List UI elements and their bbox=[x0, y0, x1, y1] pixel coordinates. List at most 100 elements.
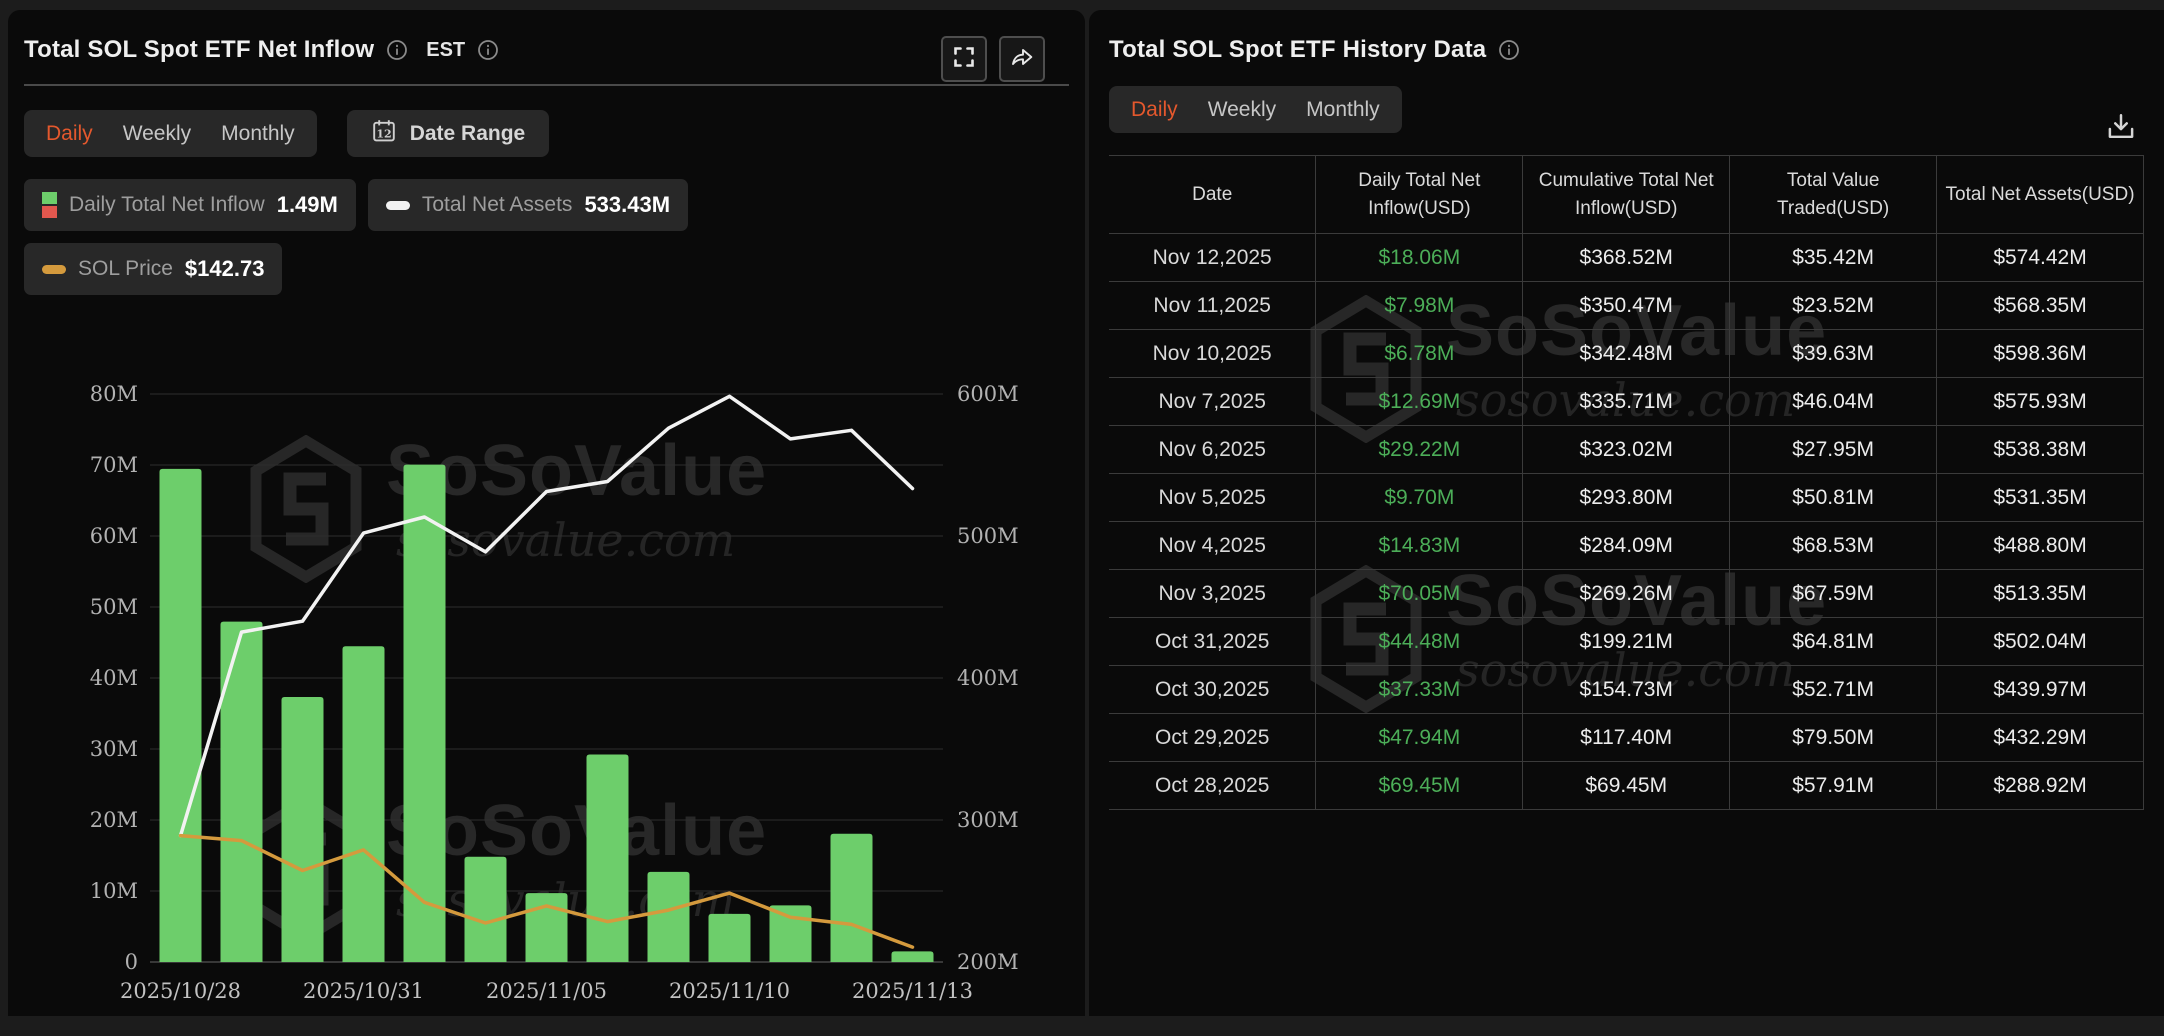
table-row[interactable]: Nov 10,2025 $6.78M $342.48M $39.63M $598.36M bbox=[1109, 329, 2144, 378]
cell-date: Nov 11,2025 bbox=[1109, 281, 1316, 330]
green-red-split-icon bbox=[42, 192, 57, 218]
page-title: Total SOL Spot ETF Net Inflow bbox=[24, 36, 375, 63]
history-data-panel: Total SOL Spot ETF History Data Daily Wee… bbox=[1089, 10, 2164, 1016]
table-row[interactable]: Nov 6,2025 $29.22M $323.02M $27.95M $538.38M bbox=[1109, 425, 2144, 474]
cell-date: Oct 28,2025 bbox=[1109, 761, 1316, 810]
left-axis-label: 80M bbox=[90, 382, 138, 406]
right-axis-label: 200M bbox=[957, 950, 1019, 974]
cell-value: $432.29M bbox=[1936, 713, 2144, 762]
tab-daily[interactable]: Daily bbox=[1131, 97, 1178, 121]
cell-value: $574.42M bbox=[1936, 233, 2144, 282]
inflow-bar[interactable] bbox=[159, 468, 202, 962]
inflow-bar[interactable] bbox=[464, 856, 507, 962]
cell-value: $47.94M bbox=[1315, 713, 1523, 762]
history-controls: Daily Weekly Monthly bbox=[1109, 86, 2144, 133]
cell-value: $342.48M bbox=[1522, 329, 1730, 378]
inflow-bar[interactable] bbox=[281, 696, 324, 962]
cell-date: Nov 4,2025 bbox=[1109, 521, 1316, 570]
inflow-bar[interactable] bbox=[220, 621, 263, 962]
legend-chip[interactable]: SOL Price $142.73 bbox=[24, 243, 283, 295]
right-axis-label: 600M bbox=[957, 382, 1019, 406]
tab-weekly[interactable]: Weekly bbox=[122, 121, 192, 145]
net-inflow-header: Total SOL Spot ETF Net Inflow EST bbox=[24, 10, 1069, 64]
cell-value: $12.69M bbox=[1315, 377, 1523, 426]
share-button[interactable] bbox=[999, 36, 1045, 82]
cell-value: $79.50M bbox=[1729, 713, 1937, 762]
inflow-bar[interactable] bbox=[769, 905, 812, 962]
cell-date: Oct 30,2025 bbox=[1109, 665, 1316, 714]
net-assets-line[interactable] bbox=[178, 394, 915, 838]
net-inflow-chart[interactable]: 0 10M 20M 30M 40M 50M 60M 70M 80M 200M 300M 400M 500… bbox=[8, 340, 1085, 1016]
tab-monthly[interactable]: Monthly bbox=[1306, 97, 1380, 121]
inflow-bar[interactable] bbox=[525, 893, 568, 962]
cell-value: $323.02M bbox=[1522, 425, 1730, 474]
x-axis-label: 2025/11/13 bbox=[852, 979, 973, 1003]
table-row[interactable]: Oct 28,2025 $69.45M $69.45M $57.91M $288.92M bbox=[1109, 761, 2144, 810]
cell-value: $52.71M bbox=[1729, 665, 1937, 714]
cell-value: $538.38M bbox=[1936, 425, 2144, 474]
left-axis-label: 30M bbox=[90, 737, 138, 761]
cell-value: $9.70M bbox=[1315, 473, 1523, 522]
cell-value: $27.95M bbox=[1729, 425, 1937, 474]
table-row[interactable]: Nov 3,2025 $70.05M $269.26M $67.59M $513.35M bbox=[1109, 569, 2144, 618]
cell-date: Oct 29,2025 bbox=[1109, 713, 1316, 762]
table-row[interactable]: Nov 4,2025 $14.83M $284.09M $68.53M $488.80M bbox=[1109, 521, 2144, 570]
column-header: Total Value Traded(USD) bbox=[1729, 155, 1937, 234]
date-range-button[interactable]: 12 Date Range bbox=[346, 110, 550, 157]
tab-weekly[interactable]: Weekly bbox=[1207, 97, 1277, 121]
x-axis-label: 2025/10/28 bbox=[120, 979, 241, 1003]
share-icon bbox=[1009, 44, 1035, 75]
inflow-bar[interactable] bbox=[647, 871, 690, 962]
tab-daily[interactable]: Daily bbox=[46, 121, 93, 145]
left-axis-label: 20M bbox=[90, 808, 138, 832]
x-axis-label: 2025/11/10 bbox=[669, 979, 790, 1003]
svg-text:12: 12 bbox=[376, 127, 391, 140]
legend-label: SOL Price bbox=[78, 257, 173, 280]
page-title: Total SOL Spot ETF History Data bbox=[1109, 36, 1487, 63]
info-icon[interactable] bbox=[1498, 39, 1520, 61]
cell-value: $154.73M bbox=[1522, 665, 1730, 714]
column-header: Daily Total Net Inflow(USD) bbox=[1315, 155, 1523, 234]
cell-value: $39.63M bbox=[1729, 329, 1937, 378]
info-icon[interactable] bbox=[477, 39, 499, 61]
chart-actions bbox=[941, 36, 1045, 82]
inflow-bar[interactable] bbox=[586, 754, 629, 962]
inflow-bar[interactable] bbox=[403, 464, 446, 962]
table-row[interactable]: Nov 12,2025 $18.06M $368.52M $35.42M $574.42… bbox=[1109, 233, 2144, 282]
cell-value: $29.22M bbox=[1315, 425, 1523, 474]
cell-date: Nov 10,2025 bbox=[1109, 329, 1316, 378]
cell-value: $350.47M bbox=[1522, 281, 1730, 330]
inflow-bar[interactable] bbox=[830, 833, 873, 962]
table-row[interactable]: Oct 29,2025 $47.94M $117.40M $79.50M $432.29… bbox=[1109, 713, 2144, 762]
legend-chip[interactable]: Daily Total Net Inflow 1.49M bbox=[24, 179, 356, 231]
legend-label: Total Net Assets bbox=[421, 193, 573, 216]
table-row[interactable]: Oct 30,2025 $37.33M $154.73M $52.71M $439.97… bbox=[1109, 665, 2144, 714]
fullscreen-button[interactable] bbox=[941, 36, 987, 82]
inflow-bar[interactable] bbox=[708, 913, 751, 962]
period-tabs: Daily Weekly Monthly bbox=[1109, 86, 1402, 133]
cell-value: $439.97M bbox=[1936, 665, 2144, 714]
cell-value: $117.40M bbox=[1522, 713, 1730, 762]
column-header: Total Net Assets(USD) bbox=[1936, 155, 2144, 234]
download-button[interactable] bbox=[2104, 110, 2138, 149]
legend-chip[interactable]: Total Net Assets 533.43M bbox=[367, 179, 689, 231]
history-header: Total SOL Spot ETF History Data bbox=[1109, 10, 2144, 64]
info-icon[interactable] bbox=[386, 39, 408, 61]
table-row[interactable]: Nov 7,2025 $12.69M $335.71M $46.04M $575.93M bbox=[1109, 377, 2144, 426]
legend-label: Daily Total Net Inflow bbox=[69, 193, 265, 216]
cell-value: $368.52M bbox=[1522, 233, 1730, 282]
right-axis-label: 400M bbox=[957, 666, 1019, 690]
table-row[interactable]: Oct 31,2025 $44.48M $199.21M $64.81M $502.04… bbox=[1109, 617, 2144, 666]
inflow-bar[interactable] bbox=[342, 646, 385, 962]
left-axis-label: 0 bbox=[125, 950, 138, 974]
tab-monthly[interactable]: Monthly bbox=[221, 121, 295, 145]
left-axis-label: 60M bbox=[90, 524, 138, 548]
cell-date: Nov 6,2025 bbox=[1109, 425, 1316, 474]
left-axis-label: 10M bbox=[90, 879, 138, 903]
cell-value: $288.92M bbox=[1936, 761, 2144, 810]
period-tabs: Daily Weekly Monthly bbox=[24, 110, 317, 157]
table-row[interactable]: Nov 11,2025 $7.98M $350.47M $23.52M $568.35M bbox=[1109, 281, 2144, 330]
right-axis-label: 500M bbox=[957, 524, 1019, 548]
table-row[interactable]: Nov 5,2025 $9.70M $293.80M $50.81M $531.35M bbox=[1109, 473, 2144, 522]
inflow-bar[interactable] bbox=[891, 951, 934, 962]
